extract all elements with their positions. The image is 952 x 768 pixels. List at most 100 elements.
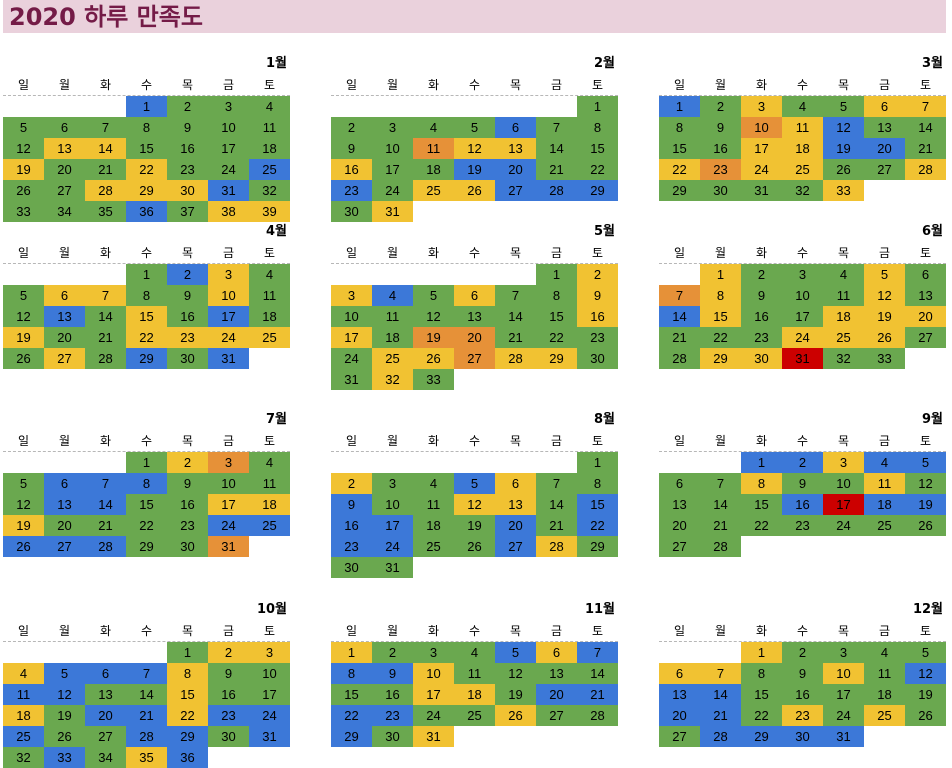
day-cell[interactable]: 8 — [126, 473, 167, 494]
day-cell[interactable]: 6 — [44, 285, 85, 306]
day-cell[interactable]: 33 — [44, 747, 85, 768]
day-cell[interactable]: 20 — [864, 138, 905, 159]
day-cell[interactable]: 21 — [659, 327, 700, 348]
day-cell[interactable]: 3 — [372, 473, 413, 494]
day-cell[interactable]: 12 — [454, 138, 495, 159]
day-cell[interactable]: 2 — [331, 473, 372, 494]
day-cell[interactable]: 31 — [372, 201, 413, 222]
day-cell[interactable]: 13 — [44, 494, 85, 515]
day-cell[interactable]: 8 — [167, 663, 208, 684]
day-cell[interactable]: 5 — [864, 264, 905, 285]
day-cell[interactable]: 32 — [249, 180, 290, 201]
day-cell[interactable]: 26 — [44, 726, 85, 747]
day-cell[interactable]: 29 — [700, 348, 741, 369]
day-cell[interactable]: 23 — [700, 159, 741, 180]
day-cell[interactable]: 12 — [454, 494, 495, 515]
day-cell[interactable]: 37 — [167, 201, 208, 222]
day-cell[interactable]: 15 — [167, 684, 208, 705]
day-cell[interactable]: 18 — [413, 159, 454, 180]
day-cell[interactable]: 18 — [454, 684, 495, 705]
day-cell[interactable]: 21 — [85, 159, 126, 180]
day-cell[interactable]: 19 — [864, 306, 905, 327]
day-cell[interactable]: 12 — [495, 663, 536, 684]
day-cell[interactable]: 16 — [700, 138, 741, 159]
day-cell[interactable]: 24 — [249, 705, 290, 726]
day-cell[interactable]: 27 — [864, 159, 905, 180]
day-cell[interactable]: 26 — [864, 327, 905, 348]
day-cell[interactable]: 24 — [413, 705, 454, 726]
day-cell[interactable]: 6 — [454, 285, 495, 306]
day-cell[interactable]: 17 — [208, 138, 249, 159]
day-cell[interactable]: 14 — [85, 138, 126, 159]
day-cell[interactable]: 6 — [864, 96, 905, 117]
day-cell[interactable]: 8 — [659, 117, 700, 138]
day-cell[interactable]: 22 — [126, 515, 167, 536]
day-cell[interactable]: 4 — [454, 642, 495, 663]
day-cell[interactable]: 25 — [249, 159, 290, 180]
day-cell[interactable]: 23 — [331, 536, 372, 557]
day-cell[interactable]: 5 — [823, 96, 864, 117]
day-cell[interactable]: 5 — [3, 473, 44, 494]
day-cell[interactable]: 5 — [454, 117, 495, 138]
day-cell[interactable]: 30 — [208, 726, 249, 747]
day-cell[interactable]: 14 — [85, 306, 126, 327]
day-cell[interactable]: 31 — [208, 536, 249, 557]
day-cell[interactable]: 12 — [905, 663, 946, 684]
day-cell[interactable]: 8 — [741, 473, 782, 494]
day-cell[interactable]: 11 — [864, 473, 905, 494]
day-cell[interactable]: 4 — [372, 285, 413, 306]
day-cell[interactable]: 18 — [864, 494, 905, 515]
day-cell[interactable]: 31 — [823, 726, 864, 747]
day-cell[interactable]: 6 — [659, 663, 700, 684]
day-cell[interactable]: 24 — [823, 515, 864, 536]
day-cell[interactable]: 30 — [700, 180, 741, 201]
day-cell[interactable]: 1 — [700, 264, 741, 285]
day-cell[interactable]: 8 — [536, 285, 577, 306]
day-cell[interactable]: 2 — [782, 642, 823, 663]
day-cell[interactable]: 29 — [577, 536, 618, 557]
day-cell[interactable]: 16 — [577, 306, 618, 327]
day-cell[interactable]: 22 — [700, 327, 741, 348]
day-cell[interactable]: 11 — [249, 285, 290, 306]
day-cell[interactable]: 23 — [167, 159, 208, 180]
day-cell[interactable]: 13 — [44, 306, 85, 327]
day-cell[interactable]: 18 — [249, 494, 290, 515]
day-cell[interactable]: 7 — [905, 96, 946, 117]
day-cell[interactable]: 29 — [331, 726, 372, 747]
day-cell[interactable]: 26 — [3, 180, 44, 201]
day-cell[interactable]: 30 — [167, 180, 208, 201]
day-cell[interactable]: 15 — [126, 494, 167, 515]
day-cell[interactable]: 13 — [454, 306, 495, 327]
day-cell[interactable]: 2 — [372, 642, 413, 663]
day-cell[interactable]: 5 — [905, 642, 946, 663]
day-cell[interactable]: 27 — [659, 536, 700, 557]
day-cell[interactable]: 16 — [331, 159, 372, 180]
day-cell[interactable]: 14 — [700, 684, 741, 705]
day-cell[interactable]: 29 — [167, 726, 208, 747]
day-cell[interactable]: 14 — [536, 138, 577, 159]
day-cell[interactable]: 27 — [44, 180, 85, 201]
day-cell[interactable]: 31 — [249, 726, 290, 747]
day-cell[interactable]: 1 — [126, 264, 167, 285]
day-cell[interactable]: 30 — [577, 348, 618, 369]
day-cell[interactable]: 27 — [44, 348, 85, 369]
day-cell[interactable]: 24 — [823, 705, 864, 726]
day-cell[interactable]: 13 — [905, 285, 946, 306]
day-cell[interactable]: 24 — [741, 159, 782, 180]
day-cell[interactable]: 25 — [823, 327, 864, 348]
day-cell[interactable]: 3 — [208, 264, 249, 285]
day-cell[interactable]: 11 — [413, 494, 454, 515]
day-cell[interactable]: 16 — [741, 306, 782, 327]
day-cell[interactable]: 15 — [741, 494, 782, 515]
day-cell[interactable]: 22 — [126, 327, 167, 348]
day-cell[interactable]: 2 — [167, 96, 208, 117]
day-cell[interactable]: 33 — [413, 369, 454, 390]
day-cell[interactable]: 28 — [536, 180, 577, 201]
day-cell[interactable]: 7 — [700, 473, 741, 494]
day-cell[interactable]: 3 — [208, 452, 249, 473]
day-cell[interactable]: 30 — [167, 348, 208, 369]
day-cell[interactable]: 10 — [413, 663, 454, 684]
day-cell[interactable]: 13 — [495, 494, 536, 515]
day-cell[interactable]: 11 — [823, 285, 864, 306]
day-cell[interactable]: 25 — [413, 536, 454, 557]
